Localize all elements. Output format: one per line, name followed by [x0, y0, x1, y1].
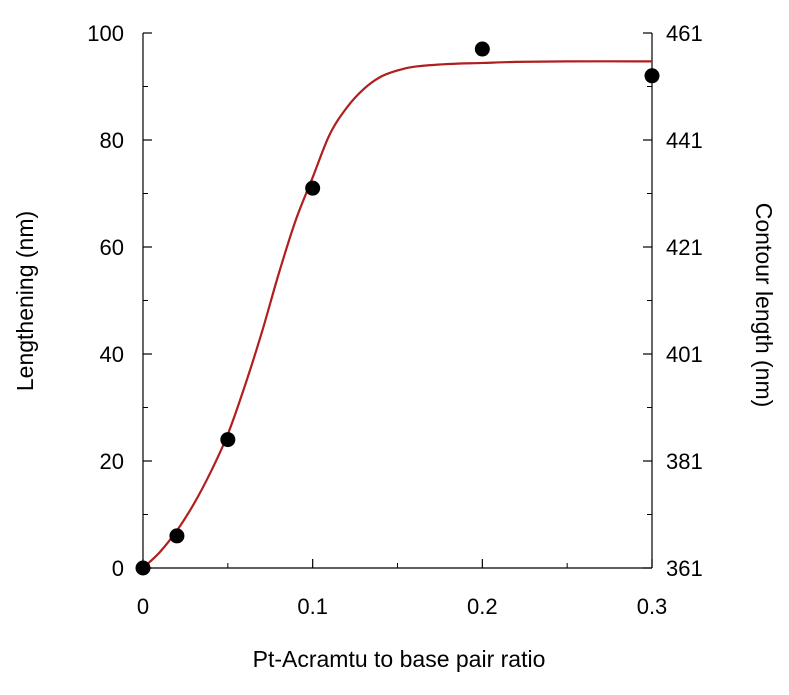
- y-tick-label: 80: [100, 128, 124, 153]
- y2-axis-title: Contour length (nm): [751, 203, 777, 408]
- data-point: [135, 560, 151, 576]
- y2-tick-label: 421: [666, 235, 703, 260]
- y-tick-label: 20: [100, 449, 124, 474]
- series: [135, 41, 660, 576]
- y2-tick-label: 361: [666, 556, 703, 581]
- ticks: 0 20 40 60 80 100 361 381 401 421 441 461 0 0.1 0.2 0.3: [87, 21, 702, 619]
- y-tick-label: 40: [100, 342, 124, 367]
- x-axis-title: Pt-Acramtu to base pair ratio: [253, 646, 546, 672]
- fit-curve: [142, 60, 653, 569]
- y2-tick-label: 441: [666, 128, 703, 153]
- y-tick-label: 100: [87, 21, 124, 46]
- axes: [142, 33, 653, 569]
- x-tick-label: 0.2: [467, 594, 498, 619]
- data-point: [220, 432, 236, 448]
- data-point: [305, 180, 321, 196]
- x-tick-label: 0.3: [637, 594, 668, 619]
- x-tick-label: 0: [137, 594, 149, 619]
- x-tick-label: 0.1: [297, 594, 328, 619]
- y-tick-label: 0: [112, 556, 124, 581]
- y2-tick-label: 401: [666, 342, 703, 367]
- data-point: [644, 68, 660, 84]
- y-axis-title: Lengthening (nm): [12, 211, 38, 391]
- data-point: [474, 41, 490, 57]
- data-point: [169, 528, 185, 544]
- y-tick-label: 60: [100, 235, 124, 260]
- y2-tick-label: 381: [666, 449, 703, 474]
- y2-tick-label: 461: [666, 21, 703, 46]
